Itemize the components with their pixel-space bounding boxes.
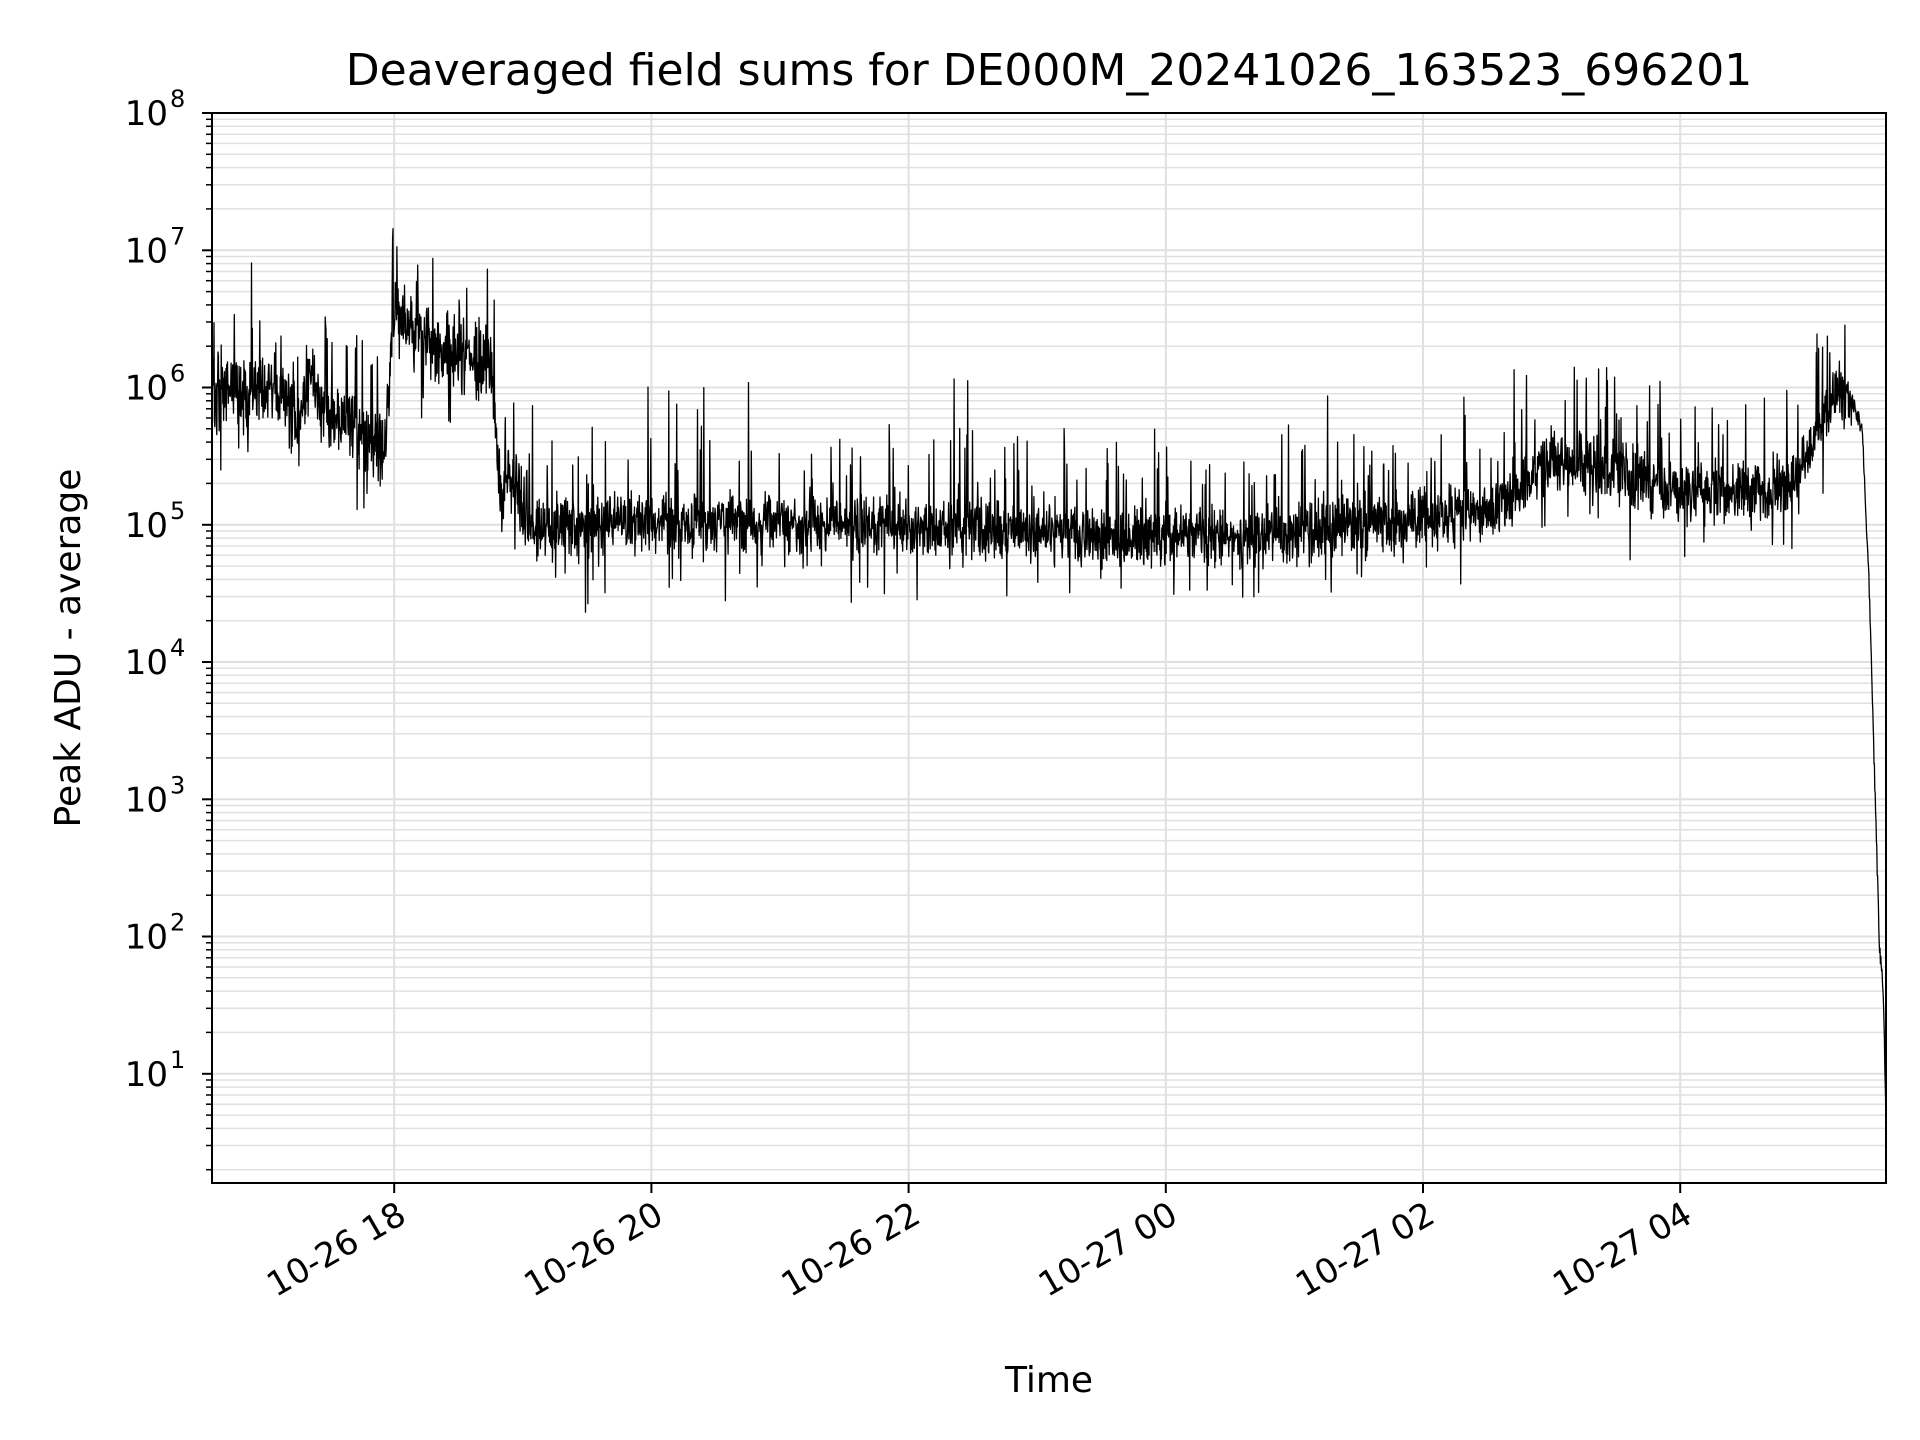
y-tick-label: 10 — [125, 918, 168, 958]
series-layer — [211, 228, 1887, 1121]
plot-frame — [211, 112, 1887, 1184]
y-tick-label: 10 — [125, 506, 168, 546]
y-tick-label: 10 — [125, 231, 168, 271]
y-tick-label: 10 — [125, 643, 168, 683]
y-tick-label: 10 — [125, 369, 168, 409]
y-tick-label: 10 — [125, 780, 168, 820]
y-tick-exponent: 7 — [170, 222, 185, 250]
y-tick-label: 10 — [125, 94, 168, 134]
series-line — [211, 228, 1887, 1121]
y-tick-exponent: 8 — [170, 85, 185, 113]
y-tick-exponent: 1 — [170, 1046, 185, 1074]
y-axis-label: Peak ADU - average — [48, 469, 89, 828]
y-tick-exponent: 4 — [170, 634, 185, 662]
y-tick-exponent: 5 — [170, 497, 185, 525]
y-tick-exponent: 6 — [170, 360, 185, 388]
x-axis-label: Time — [1004, 1360, 1093, 1401]
y-tick-exponent: 2 — [170, 909, 185, 937]
chart-title: Deaveraged field sums for DE000M_2024102… — [346, 45, 1753, 96]
y-tick-label: 10 — [125, 1055, 168, 1095]
y-tick-exponent: 3 — [170, 771, 185, 799]
